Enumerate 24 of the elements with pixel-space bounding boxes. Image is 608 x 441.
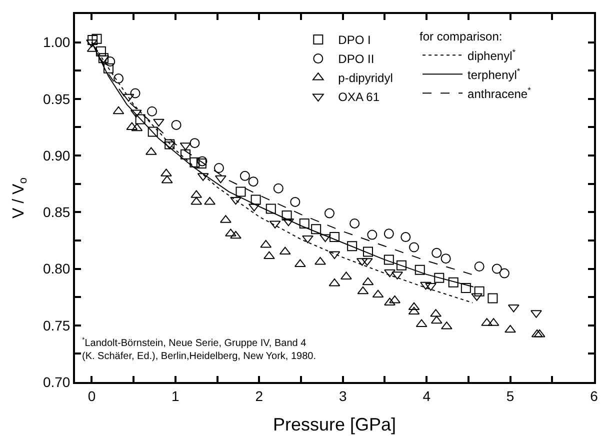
x-tick-label: 0 xyxy=(88,388,96,404)
y-tick-label: 0.75 xyxy=(42,317,70,334)
y-tick-label: 0.85 xyxy=(42,204,70,220)
y-tick-label: 0.95 xyxy=(42,90,70,107)
x-tick-label: 1 xyxy=(172,388,180,404)
x-tick-label: 4 xyxy=(422,388,431,404)
legend-label: DPO I xyxy=(338,33,371,48)
annotation: $^{*}$Landolt-Börnstein, Neue Serie, Gruppe IV, Band 4 (K. Schäfer, Ed.), Berlin,Heidelberg, New York, 1980. xyxy=(82,337,316,362)
legend-label: diphenyl$^{*}$ xyxy=(468,46,516,63)
legend-label: p-dipyridyl xyxy=(338,71,393,86)
y-tick-label: 1.00 xyxy=(42,34,70,50)
legend-label: DPO II xyxy=(338,52,374,66)
x-tick-label: 2 xyxy=(255,388,264,404)
x-tick-label: 6 xyxy=(590,388,598,404)
y-tick-label: 0.80 xyxy=(42,260,70,277)
legend-title: for comparison: xyxy=(420,30,502,44)
x-axis-title: Pressure [GPa] xyxy=(272,414,396,434)
legend-label: terphenyl$^{*}$ xyxy=(468,66,521,82)
y-tick-label: 0.90 xyxy=(42,147,70,164)
legend-label: OXA 61 xyxy=(338,90,380,104)
x-tick-label: 5 xyxy=(506,388,514,404)
x-tick-label: 3 xyxy=(338,388,347,404)
legend-label: anthracene$^{*}$ xyxy=(468,84,532,101)
y-tick-label: 0.70 xyxy=(42,374,70,390)
